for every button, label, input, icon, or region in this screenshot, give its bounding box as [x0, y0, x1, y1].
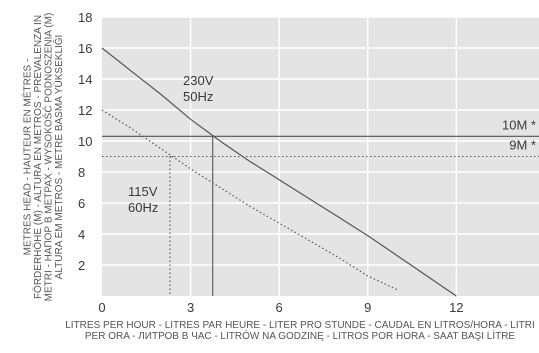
y-axis-title: METRES HEAD - HAUTEUR EN MÈTRES - FÖRDERH… [20, 13, 65, 302]
y-tick-label: 12 [78, 103, 92, 118]
grid-layer [102, 16, 539, 296]
reference-line-label: 9M * [509, 138, 536, 153]
y-axis-title-line: FÖRDERHÖHE (M) - ALTURA EN METROS - PREV… [32, 15, 44, 299]
y-axis-title-line: ALTURA EM METROS - METRE BASMA YÜKSEKLIĞ… [52, 35, 65, 280]
plot-area [102, 17, 539, 296]
axis-titles: LITRES PER HOUR - LITRES PAR HEURE - LIT… [20, 13, 535, 342]
y-tick-label: 4 [78, 227, 85, 242]
y-tick-label: 8 [78, 165, 85, 180]
x-tick-label: 6 [276, 300, 283, 315]
series-label: 50Hz [183, 89, 213, 104]
series-line [101, 47, 457, 297]
x-tick-label: 0 [98, 300, 105, 315]
x-tick-label: 12 [449, 300, 463, 315]
y-tick-label: 18 [78, 10, 92, 25]
series-line [101, 109, 398, 291]
y-axis-title-line: METRES HEAD - HAUTEUR EN MÈTRES - [20, 59, 33, 256]
x-tick-label: 3 [187, 300, 194, 315]
reference-line-label: 10M * [502, 117, 536, 132]
x-axis-title: LITRES PER HOUR - LITRES PAR HEURE - LIT… [65, 320, 535, 331]
series-label: 60Hz [128, 200, 158, 215]
y-tick-label: 16 [78, 41, 92, 56]
series-label: 230V [183, 73, 214, 88]
y-tick-label: 6 [78, 196, 85, 211]
y-tick-label: 10 [78, 134, 92, 149]
y-axis-title-line: METRI - НАПОР В МЕТРАХ - WYSOKOŚĆ PODNOS… [41, 13, 54, 302]
y-tick-label: 14 [78, 72, 92, 87]
series-label: 115V [128, 184, 158, 199]
x-tick-label: 9 [364, 300, 371, 315]
tick-labels: 2 4 6 8 10 12 14 16 18 0 3 6 9 12 [78, 10, 464, 315]
y-tick-label: 2 [78, 258, 85, 273]
series-layer [101, 47, 457, 297]
x-axis-title: PER ORA - ЛИТРОВ В ЧАС - LITRÓW NA GODZI… [85, 329, 516, 342]
reference-lines [102, 135, 539, 296]
